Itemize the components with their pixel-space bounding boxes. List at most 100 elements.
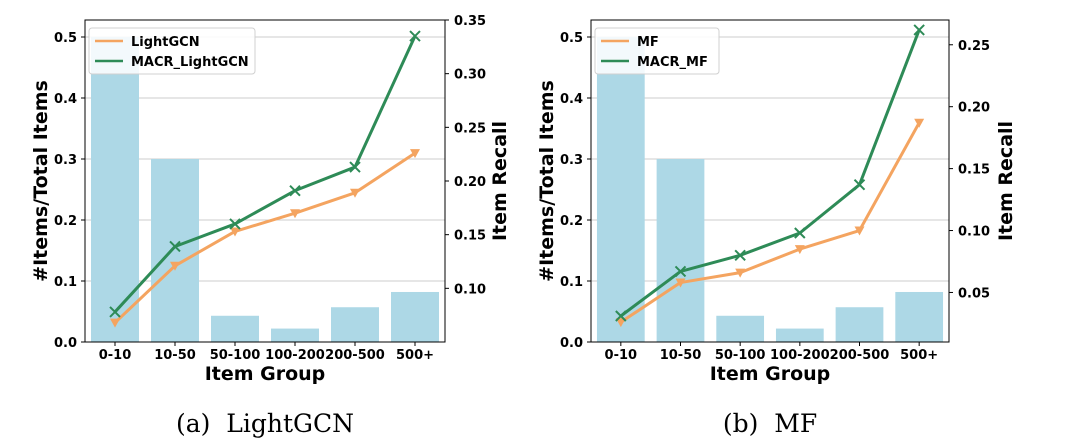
series-line-lightgcn [113,151,416,324]
legend-label-lightgcn: LightGCN [131,35,200,50]
point-mf-10-50 [675,278,686,288]
line-group [109,30,421,328]
line-group [615,24,925,328]
x-tick-label: 10-50 [660,348,702,363]
point-mf-500+ [914,118,925,128]
series-line-macr-lightgcn [113,35,417,313]
point-mf-200-500 [854,226,865,236]
x-tick-label: 0-10 [605,348,638,363]
left-tick-label: 0.5 [560,31,583,46]
legend-label-macr-lightgcn: MACR_LightGCN [131,55,249,70]
right-tick-label: 0.20 [958,101,990,116]
chart-panel-lightgcn: 0.00.10.20.30.40.5 0.100.150.200.250.300… [30,14,511,438]
x-tick-label: 100-200 [265,348,325,363]
right-y-axis-label: Item Recall [995,121,1017,241]
point-macr-mf-50-100 [734,249,746,262]
legend-label-mf: MF [637,35,659,50]
x-tick-label: 500+ [396,348,434,363]
x-axis-label: Item Group [205,363,326,385]
point-lightgcn-10-50 [170,261,180,271]
point-macr-lightgcn-10-50 [169,240,181,253]
point-lightgcn-0-10 [110,318,120,328]
bar-500+ [895,291,944,342]
point-lightgcn-50-100 [230,227,240,237]
left-y-axis-label: #Items/Total Items [536,80,558,282]
series-line-macr-mf [619,29,921,318]
x-tick-label: 0-10 [99,348,132,363]
left-y-axis-label: #Items/Total Items [30,80,52,282]
point-mf-50-100 [735,268,746,278]
point-lightgcn-100-200 [290,209,300,219]
caption-a: (a) LightGCN [176,409,354,438]
point-macr-mf-500+ [913,24,925,36]
x-ticks: 0-10 10-50 50-100 100-200 200-500 500+ [605,342,938,363]
x-ticks: 0-10 10-50 50-100 100-200 200-500 500+ [99,342,434,363]
bar-10-50 [151,159,199,342]
right-tick-label: 0.25 [454,121,486,136]
bar-200-500 [835,307,884,342]
right-tick-label: 0.25 [958,39,990,54]
bar-50-100 [211,315,259,342]
left-tick-label: 0.0 [560,336,583,351]
right-y-ticks: 0.05 0.10 0.15 0.20 0.25 [949,39,990,301]
x-tick-label: 100-200 [770,348,830,363]
legend-label-macr-mf: MACR_MF [637,55,708,70]
left-tick-label: 0.0 [54,336,77,351]
bar-100-200 [271,328,319,342]
right-tick-label: 0.30 [454,68,486,83]
x-tick-label: 500+ [900,348,938,363]
x-tick-label: 200-500 [830,348,890,363]
point-macr-mf-100-200 [794,227,806,239]
right-tick-label: 0.10 [454,282,486,297]
bar-200-500 [331,307,379,342]
right-tick-label: 0.05 [958,286,990,301]
plot-frame [590,19,950,343]
point-macr-lightgcn-100-200 [289,184,301,197]
bar-100-200 [775,328,824,342]
point-macr-mf-0-10 [615,310,627,322]
left-y-ticks: 0.0 0.1 0.2 0.3 0.4 0.5 [560,31,591,351]
right-tick-label: 0.20 [454,175,486,190]
right-y-ticks: 0.10 0.15 0.20 0.25 0.30 0.35 [445,14,486,297]
point-mf-0-10 [615,318,626,328]
x-tick-label: 50-100 [715,348,766,363]
left-y-ticks: 0.0 0.1 0.2 0.3 0.4 0.5 [54,31,85,351]
right-tick-label: 0.10 [958,225,990,240]
caption-b: (b) MF [723,409,817,438]
point-lightgcn-200-500 [350,188,360,198]
point-macr-mf-10-50 [674,265,687,278]
left-tick-label: 0.4 [54,92,77,107]
point-mf-100-200 [794,245,805,255]
legend: LightGCN MACR_LightGCN [88,27,256,75]
right-y-axis-label: Item Recall [489,121,511,241]
left-tick-label: 0.5 [54,31,77,46]
bar-group [91,37,439,342]
point-lightgcn-500+ [410,149,420,159]
point-macr-lightgcn-0-10 [109,306,121,318]
x-axis-label: Item Group [710,363,831,385]
x-tick-label: 200-500 [325,348,385,363]
point-macr-mf-200-500 [853,179,866,191]
left-tick-label: 0.2 [560,214,583,229]
left-tick-label: 0.4 [560,92,583,107]
bar-500+ [391,291,439,342]
series-line-mf [620,122,921,324]
left-tick-label: 0.1 [560,275,583,290]
legend-box [88,27,256,75]
left-tick-label: 0.3 [560,153,583,168]
point-macr-lightgcn-200-500 [349,161,361,173]
right-tick-label: 0.35 [454,14,486,29]
bar-10-50 [656,159,705,342]
point-macr-lightgcn-50-100 [229,218,241,230]
left-tick-label: 0.3 [54,153,77,168]
bar-group [596,37,944,342]
legend-box [594,27,720,75]
right-tick-label: 0.15 [958,163,990,178]
left-tick-label: 0.1 [54,275,77,290]
x-tick-label: 50-100 [210,348,261,363]
bar-0-10 [596,37,645,342]
left-tick-label: 0.2 [54,214,77,229]
bar-50-100 [716,315,765,342]
chart-panel-mf: 0.00.10.20.30.40.5 0.050.100.150.200.25 … [536,19,1017,438]
